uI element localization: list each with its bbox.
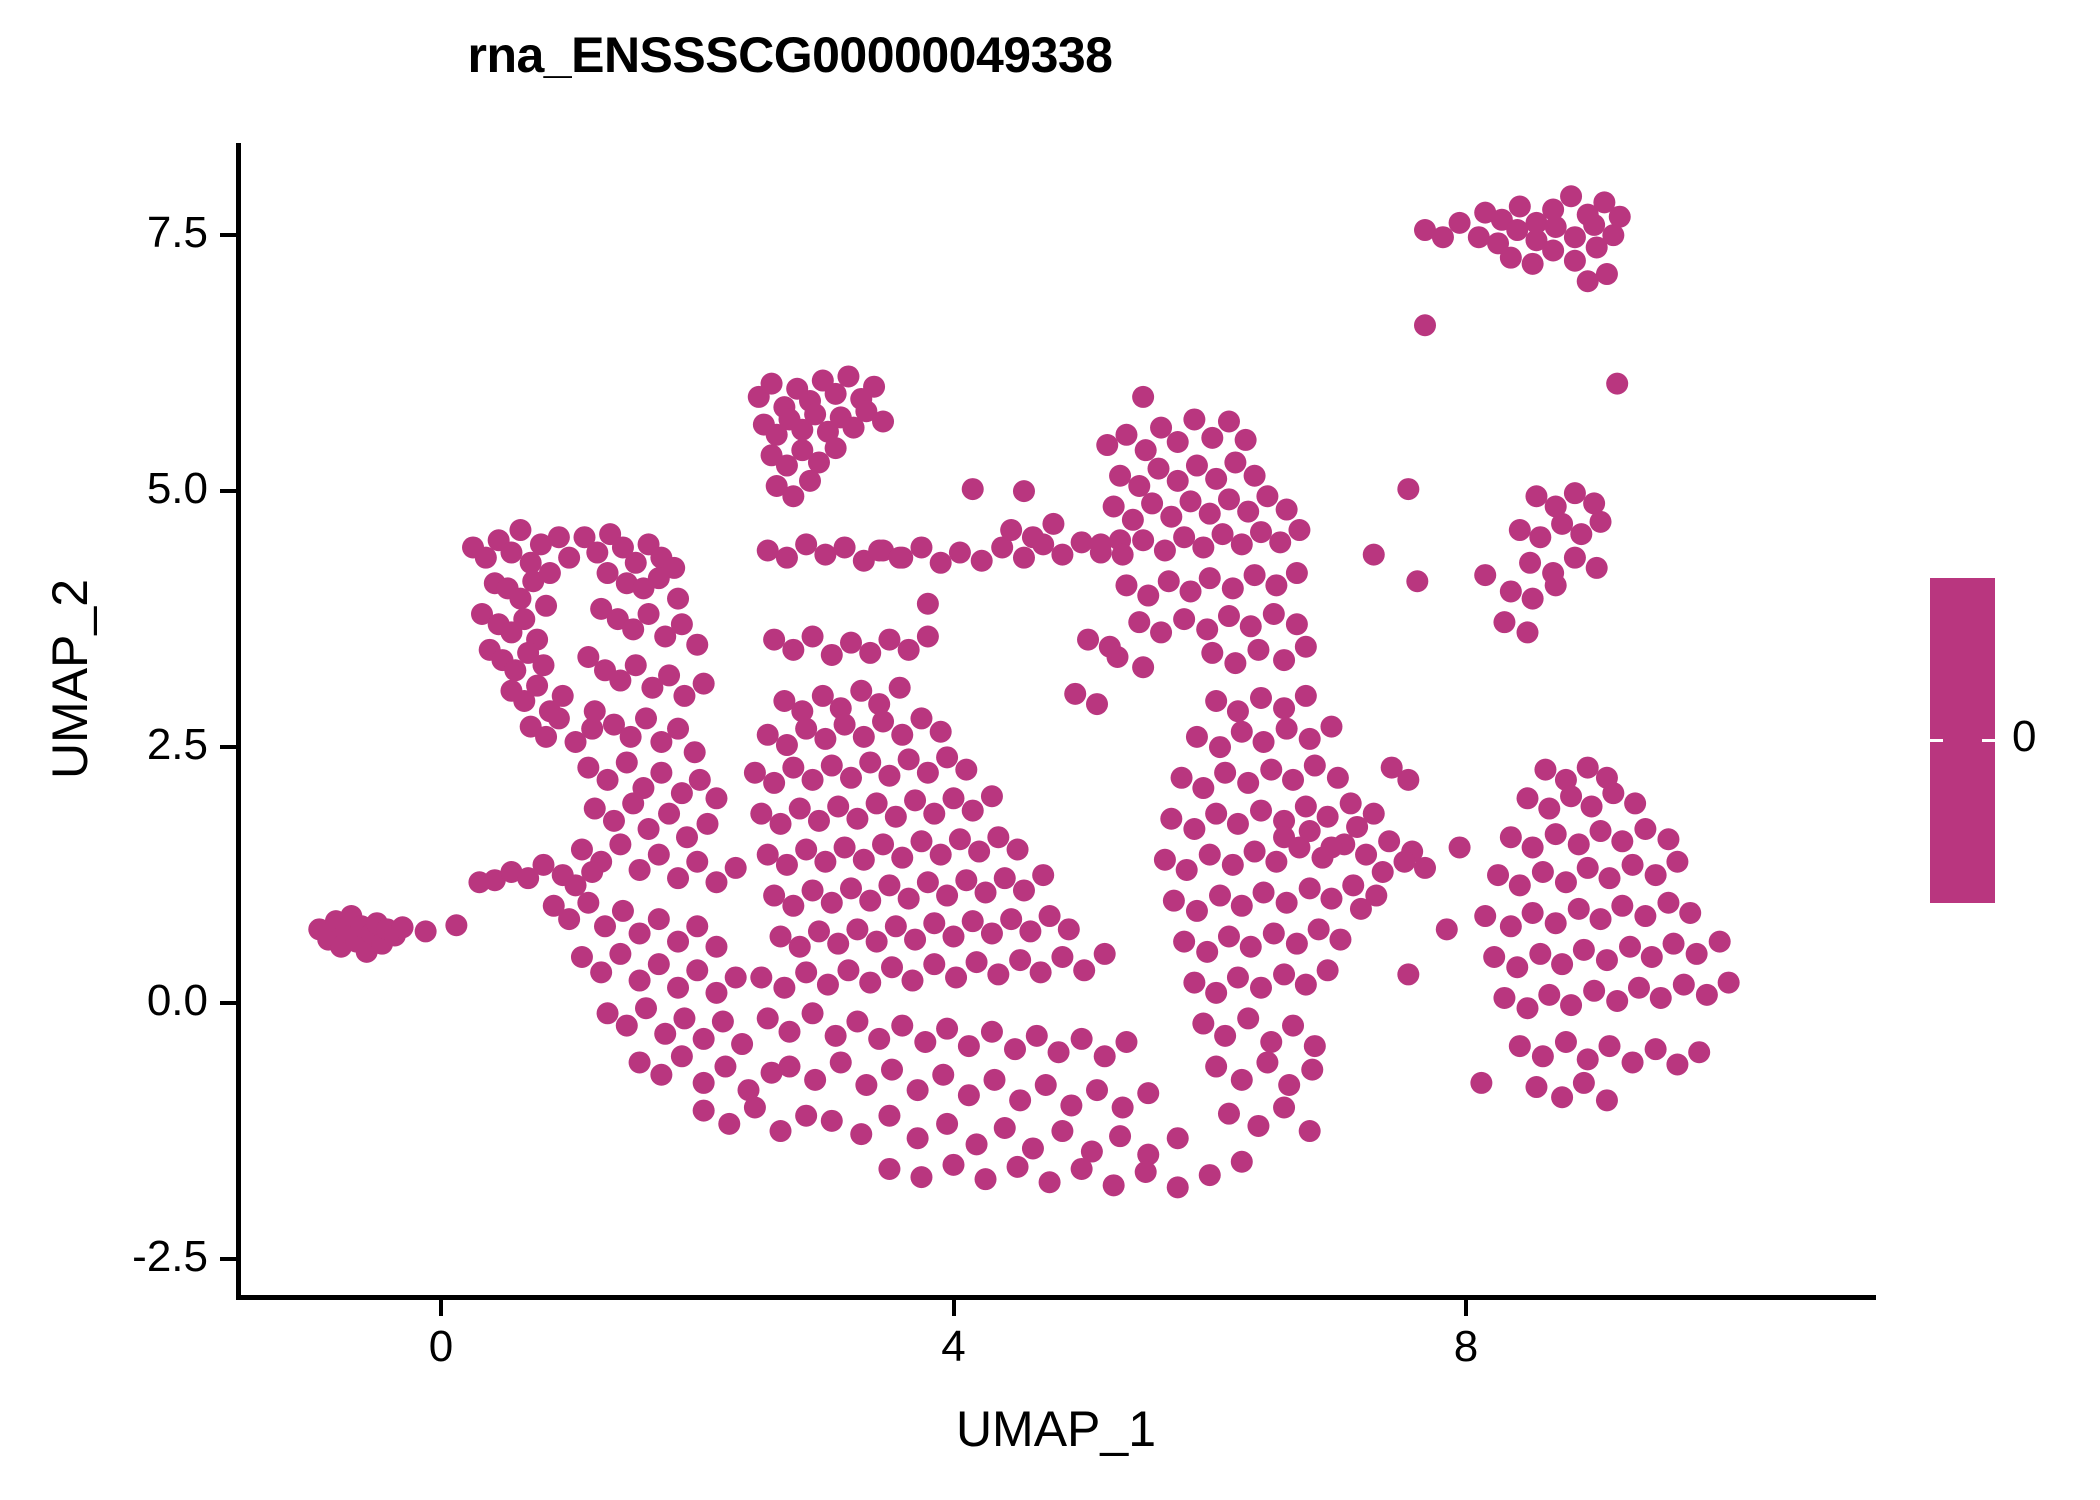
- y-axis-title: UMAP_2: [42, 578, 98, 780]
- y-tick-label: 7.5: [146, 208, 208, 258]
- x-tick-mark: [1464, 1300, 1468, 1316]
- y-tick-mark: [220, 233, 236, 238]
- y-tick-label: 5.0: [146, 464, 208, 514]
- y-tick-mark: [220, 1257, 236, 1262]
- x-axis-line: [236, 1295, 1876, 1300]
- y-axis-line: [236, 143, 241, 1300]
- y-tick-label: 0.0: [146, 976, 208, 1026]
- plot-panel: [236, 143, 1876, 1299]
- x-tick-mark: [951, 1300, 956, 1316]
- x-tick-label: 0: [428, 1322, 454, 1371]
- x-tick-label: 4: [941, 1322, 966, 1371]
- page-title: rna_ENSSSCG00000049338: [467, 27, 1113, 83]
- x-tick-label: 8: [1453, 1322, 1479, 1371]
- x-tick-mark: [439, 1300, 443, 1316]
- y-tick-label: -2.5: [132, 1232, 208, 1282]
- y-tick-mark: [220, 745, 236, 750]
- y-tick-mark: [220, 1001, 236, 1006]
- y-tick-label: 2.5: [146, 720, 208, 770]
- colorbar-tick-right: [1982, 739, 1995, 742]
- y-tick-mark: [220, 489, 236, 494]
- x-axis-title: UMAP_1: [955, 1401, 1157, 1457]
- legend-colorbar[interactable]: 0: [1930, 578, 2060, 903]
- colorbar-tick-left: [1930, 739, 1943, 742]
- colorbar-tick-label: 0: [2012, 712, 2037, 761]
